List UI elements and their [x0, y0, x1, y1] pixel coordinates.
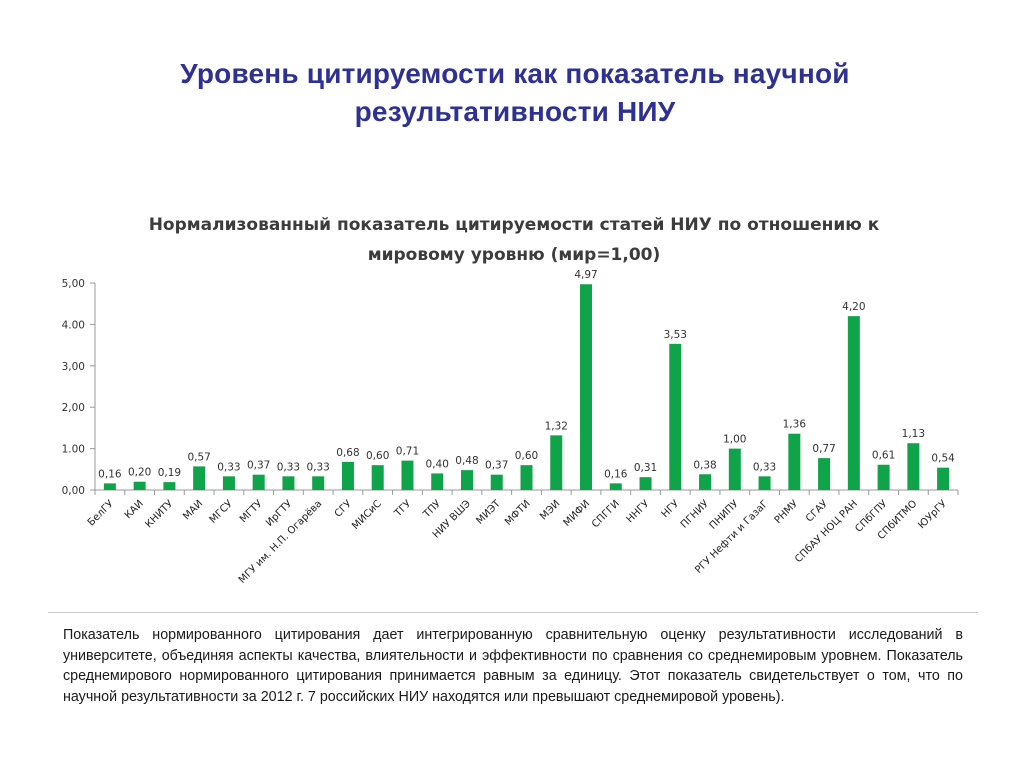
- bar: [490, 474, 503, 490]
- value-label: 0,60: [366, 450, 389, 462]
- category-label: КАИ: [123, 498, 146, 521]
- y-tick-label: 2,00: [62, 402, 85, 414]
- bar: [669, 343, 682, 490]
- value-labels: 0,16 0,20 0,19 0,57 0,33 0,37 0,33 0,33 0,68 0,60…: [98, 269, 955, 480]
- category-label: СГАУ: [804, 498, 830, 524]
- value-label: 0,33: [753, 461, 776, 473]
- bars: [103, 284, 950, 490]
- category-label: ННГУ: [625, 498, 652, 525]
- y-axis: 0,00 1.00 2,00 3,00 4.00 5,00: [62, 278, 959, 497]
- value-label: 1,36: [783, 419, 807, 431]
- category-label: РНМУ: [773, 498, 801, 526]
- value-label: 3,53: [664, 329, 687, 341]
- value-label: 4,97: [574, 269, 597, 281]
- value-label: 0,61: [872, 450, 895, 462]
- category-label: БелГУ: [86, 498, 116, 528]
- bar: [252, 474, 265, 490]
- category-label: МИЭТ: [474, 498, 503, 527]
- bar: [847, 316, 860, 490]
- value-label: 0,48: [455, 455, 478, 467]
- bar: [193, 466, 206, 490]
- value-label: 0,20: [128, 467, 151, 479]
- y-tick-label: 3,00: [62, 361, 85, 373]
- category-label: МАИ: [181, 498, 205, 522]
- divider: [48, 612, 978, 613]
- category-label: ЮУрГУ: [916, 498, 949, 531]
- bar: [609, 483, 622, 490]
- bar: [580, 284, 593, 490]
- bar: [788, 433, 801, 490]
- value-label: 1,00: [723, 434, 746, 446]
- value-label: 0,37: [485, 460, 508, 472]
- bar: [103, 483, 116, 490]
- bar: [401, 460, 414, 490]
- value-label: 0,37: [247, 460, 270, 472]
- bar: [371, 465, 384, 490]
- chart-title-line-1: Нормализованный показатель цитируемости …: [149, 215, 880, 235]
- value-label: 1,13: [902, 428, 925, 440]
- bar: [431, 473, 444, 490]
- category-label: ТГУ: [392, 498, 413, 519]
- value-label: 0,33: [277, 461, 300, 473]
- category-label: МИСиС: [350, 498, 384, 532]
- chart-title-line-2: мировому уровню (мир=1,00): [368, 245, 661, 265]
- bar: [133, 481, 146, 490]
- value-label: 0,33: [306, 461, 329, 473]
- value-label: 0,68: [336, 447, 359, 459]
- value-label: 0,60: [515, 450, 538, 462]
- value-label: 4,20: [842, 301, 865, 313]
- bar: [937, 467, 950, 490]
- bar: [877, 464, 890, 490]
- bar: [550, 435, 563, 490]
- category-label: СПГГИ: [590, 498, 622, 530]
- category-label: МГСУ: [208, 498, 235, 525]
- bar: [907, 443, 920, 490]
- value-label: 0,71: [396, 446, 419, 458]
- value-label: 0,54: [931, 453, 955, 465]
- category-label: МГТУ: [238, 498, 265, 525]
- bar: [758, 476, 771, 490]
- bar: [222, 476, 235, 490]
- bar: [341, 461, 354, 490]
- bar: [639, 477, 652, 490]
- value-label: 0,16: [98, 468, 122, 480]
- category-label: НГУ: [660, 498, 682, 520]
- category-label: МФТИ: [503, 498, 533, 528]
- bar: [163, 482, 176, 490]
- value-label: 0,57: [187, 451, 210, 463]
- description-text: Показатель нормированного цитирования да…: [63, 627, 963, 705]
- value-label: 0,40: [426, 458, 449, 470]
- category-label: ПГНИУ: [679, 498, 711, 530]
- category-label: МИФИ: [562, 498, 593, 529]
- bar: [520, 465, 533, 490]
- value-label: 1,32: [545, 420, 568, 432]
- category-label: КНИТУ: [143, 498, 175, 530]
- bar: [728, 448, 741, 490]
- y-tick-label: 5,00: [62, 278, 85, 290]
- y-tick-label: 1.00: [62, 444, 85, 456]
- y-tick-label: 4.00: [62, 319, 85, 331]
- bar: [312, 476, 325, 490]
- bar: [460, 470, 473, 490]
- slide-title: Уровень цитируемости как показатель науч…: [180, 58, 850, 127]
- bar: [282, 476, 295, 490]
- category-label: ТПУ: [421, 498, 443, 520]
- value-label: 0,38: [693, 459, 716, 471]
- value-label: 0,16: [604, 468, 628, 480]
- category-label: СГУ: [333, 498, 354, 519]
- citation-bar-chart: Нормализованный показатель цитируемости …: [62, 215, 959, 586]
- value-label: 0,77: [812, 443, 835, 455]
- bar: [699, 474, 712, 490]
- bar: [818, 458, 831, 490]
- value-label: 0,19: [158, 467, 181, 479]
- value-label: 0,31: [634, 462, 657, 474]
- value-label: 0,33: [217, 461, 240, 473]
- y-tick-label: 0,00: [62, 485, 85, 497]
- category-label: МЭИ: [538, 498, 562, 522]
